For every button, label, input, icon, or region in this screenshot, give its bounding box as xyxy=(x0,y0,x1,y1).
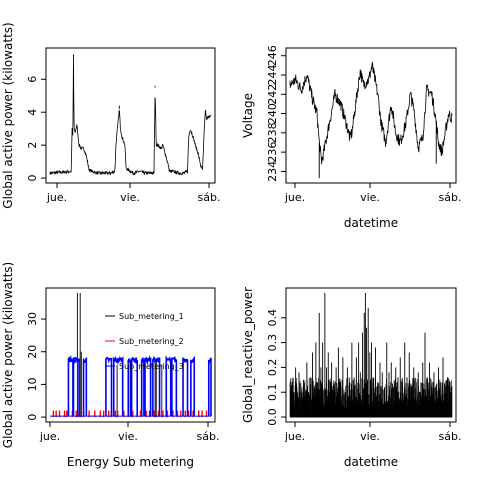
x-axis-label: datetime xyxy=(344,216,398,230)
y-tick-label: 238 xyxy=(266,122,279,143)
y-tick-label: 0.1 xyxy=(266,383,279,401)
x-tick-label: jue. xyxy=(284,430,305,443)
plot-area xyxy=(289,61,453,179)
x-tick-label: vie. xyxy=(120,191,140,204)
series-block xyxy=(67,354,74,417)
series-block xyxy=(144,355,152,417)
y-tick-label: 0 xyxy=(26,175,39,182)
series-block xyxy=(72,357,80,417)
series-block xyxy=(130,357,139,417)
x-tick-label: sáb. xyxy=(439,430,462,443)
series-block xyxy=(171,355,178,417)
series-line xyxy=(49,54,212,176)
y-axis-label: Voltage xyxy=(241,93,255,138)
plot-frame xyxy=(285,287,457,423)
series-block xyxy=(165,355,172,417)
series-block xyxy=(182,357,189,417)
y-tick-label: 240 xyxy=(266,103,279,124)
x-tick-label: jue. xyxy=(284,191,305,204)
x-axis-label: datetime xyxy=(344,455,398,469)
y-tick-label: 20 xyxy=(26,345,39,359)
y-tick-label: 244 xyxy=(266,65,279,86)
y-tick-label: 234 xyxy=(266,161,279,182)
y-tick-label: 2 xyxy=(26,142,39,149)
x-tick-label: jue. xyxy=(46,191,67,204)
x-tick-label: sáb. xyxy=(198,191,221,204)
y-tick-label: 0.0 xyxy=(266,408,279,426)
legend-label: Sub_metering_1 xyxy=(119,312,184,321)
x-tick-label: vie. xyxy=(360,191,380,204)
legend-label: Sub_metering_2 xyxy=(119,337,184,346)
y-tick-label: 6 xyxy=(26,76,39,83)
legend-label: Sub_metering_3 xyxy=(119,362,184,371)
series-block xyxy=(127,358,132,417)
chart-panel-4: jue. vie. sáb. 0.0 0.1 0.2 0.3 0.4 datetime Globa… xyxy=(241,287,461,469)
series-line xyxy=(289,61,453,165)
y-tick-label: 246 xyxy=(266,45,279,66)
plot-area xyxy=(49,54,212,176)
plot-area xyxy=(289,292,453,418)
y-axis-label: Global active power (kilowatts) xyxy=(1,22,15,208)
y-tick-label: 4 xyxy=(26,109,39,116)
x-axis-label: Energy Sub metering xyxy=(67,455,194,469)
x-tick-label: sáb. xyxy=(439,191,462,204)
series-block xyxy=(207,357,212,417)
x-tick-label: jue. xyxy=(39,430,60,443)
x-tick-label: vie. xyxy=(360,430,380,443)
chart-panel-1: jue. vie. sáb. 0 2 4 6 Global active power (kil… xyxy=(1,22,220,208)
y-tick-label: 0 xyxy=(26,414,39,421)
y-tick-label: 10 xyxy=(26,377,39,391)
plot-frame xyxy=(285,47,457,184)
y-axis-label: Global_reactive_power xyxy=(241,287,255,423)
x-tick-label: sáb. xyxy=(197,430,220,443)
series-block xyxy=(82,357,88,417)
y-tick-label: 0.3 xyxy=(266,334,279,352)
series-block xyxy=(190,355,196,417)
series-block xyxy=(140,357,145,417)
series-block xyxy=(105,356,113,417)
y-axis-label: Global active power (kilowatts) xyxy=(1,262,15,448)
x-tick-label: vie. xyxy=(118,430,138,443)
series-block xyxy=(152,355,161,417)
plot-frame xyxy=(45,287,216,423)
y-tick-label: 0.2 xyxy=(266,359,279,377)
plot-area xyxy=(50,292,212,418)
y-tick-label: 30 xyxy=(26,312,39,326)
y-tick-label: 236 xyxy=(266,142,279,163)
legend: Sub_metering_1 Sub_metering_2 Sub_metering… xyxy=(105,312,184,371)
series-block xyxy=(112,355,124,417)
chart-panel-3: jue. vie. sáb. 0 10 20 30 Energy Sub metering Gl… xyxy=(1,262,219,469)
y-tick-label: 0.4 xyxy=(266,309,279,327)
y-tick-label: 242 xyxy=(266,84,279,105)
